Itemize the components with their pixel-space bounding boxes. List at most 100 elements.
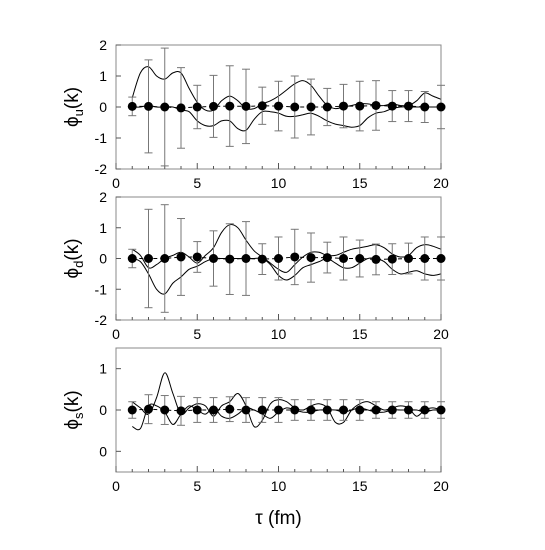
data-point bbox=[436, 405, 446, 415]
data-point bbox=[274, 254, 283, 263]
y-axis-label-tail: (k) bbox=[62, 390, 83, 412]
y-tick-label: -1 bbox=[95, 281, 108, 297]
data-point bbox=[371, 405, 381, 415]
y-axis-label-sub: s bbox=[71, 412, 86, 419]
data-point bbox=[436, 254, 446, 263]
data-point bbox=[257, 254, 267, 264]
x-tick-label: 10 bbox=[271, 478, 287, 494]
y-tick-label: 2 bbox=[99, 189, 107, 205]
data-point bbox=[257, 101, 267, 111]
x-tick-label: 5 bbox=[193, 478, 201, 494]
data-point bbox=[274, 405, 283, 415]
data-point bbox=[144, 404, 153, 414]
data-point bbox=[387, 101, 397, 111]
data-point bbox=[371, 100, 381, 110]
data-point bbox=[160, 405, 170, 415]
x-tick-label: 0 bbox=[112, 175, 120, 191]
x-tick-label: 10 bbox=[271, 175, 287, 191]
x-tick-label: 20 bbox=[433, 326, 449, 342]
data-point bbox=[176, 406, 186, 416]
data-point bbox=[192, 102, 202, 112]
x-tick-label: 15 bbox=[352, 478, 368, 494]
data-point bbox=[241, 405, 251, 415]
y-tick-label: -2 bbox=[95, 161, 108, 177]
x-tick-label: 5 bbox=[193, 175, 201, 191]
y-tick-label: 1 bbox=[99, 361, 107, 377]
data-point bbox=[176, 103, 186, 113]
data-point bbox=[322, 102, 332, 112]
data-point bbox=[322, 253, 332, 263]
y-axis-label-sub: u bbox=[71, 109, 86, 116]
data-point bbox=[387, 254, 397, 264]
data-point bbox=[144, 101, 153, 111]
data-point bbox=[290, 252, 300, 262]
data-point bbox=[371, 254, 381, 264]
y-axis-label-sub: d bbox=[71, 261, 86, 268]
y-axis-label-tail: (k) bbox=[62, 238, 83, 260]
lower-curve bbox=[132, 257, 442, 295]
panel-s: 0 5 10 15 20 0 0 1 ϕs(k) τ (fm) bbox=[62, 347, 449, 529]
y-axis-label-main: ϕ bbox=[62, 116, 83, 127]
data-point bbox=[241, 254, 251, 263]
y-tick-label: -2 bbox=[95, 312, 108, 328]
data-point bbox=[127, 405, 137, 415]
y-tick-label: 1 bbox=[99, 68, 107, 84]
data-point bbox=[257, 405, 267, 415]
data-point bbox=[404, 254, 413, 263]
upper-curve bbox=[131, 223, 442, 273]
y-tick-label: 0 bbox=[99, 443, 107, 459]
y-tick-label: -1 bbox=[95, 130, 108, 146]
y-tick-label: 1 bbox=[99, 220, 107, 236]
x-tick-label: 15 bbox=[352, 326, 368, 342]
x-tick-label: 10 bbox=[271, 326, 287, 342]
data-point bbox=[160, 102, 170, 112]
data-point bbox=[436, 102, 446, 112]
x-tick-label: 0 bbox=[112, 326, 120, 342]
data-point bbox=[225, 404, 235, 414]
data-point bbox=[176, 252, 186, 262]
data-point bbox=[290, 405, 300, 415]
data-point bbox=[420, 405, 430, 415]
data-point bbox=[209, 254, 218, 263]
data-point bbox=[339, 405, 348, 415]
data-point bbox=[339, 101, 348, 111]
upper-curve bbox=[131, 372, 442, 428]
y-axis-label: ϕd(k) bbox=[62, 238, 86, 278]
y-axis-label-tail: (k) bbox=[62, 87, 83, 109]
x-tick-label: 0 bbox=[112, 478, 120, 494]
data-point bbox=[355, 101, 365, 111]
data-point bbox=[420, 102, 430, 112]
data-point bbox=[355, 254, 365, 263]
data-point bbox=[192, 405, 202, 415]
data-point bbox=[404, 101, 413, 111]
data-point bbox=[306, 405, 316, 415]
y-tick-label: 0 bbox=[99, 402, 107, 418]
data-point bbox=[306, 102, 316, 112]
data-point bbox=[322, 405, 332, 415]
data-point bbox=[241, 101, 251, 111]
data-point bbox=[404, 405, 413, 415]
y-axis-label: ϕu(k) bbox=[62, 87, 86, 127]
data-point bbox=[127, 254, 137, 263]
data-point bbox=[127, 101, 137, 111]
data-point bbox=[339, 254, 348, 263]
data-point bbox=[225, 254, 235, 264]
data-point bbox=[144, 254, 153, 263]
data-point bbox=[225, 101, 235, 111]
data-point bbox=[420, 254, 430, 263]
x-tick-label: 20 bbox=[433, 478, 449, 494]
y-tick-label: 2 bbox=[99, 37, 107, 53]
y-tick-label: 0 bbox=[99, 251, 107, 267]
data-point bbox=[355, 405, 365, 415]
x-axis-label: τ (fm) bbox=[255, 508, 302, 529]
y-axis-label: ϕs(k) bbox=[62, 390, 86, 429]
y-axis-label-main: ϕ bbox=[62, 419, 83, 430]
panel-d: 0 5 10 15 20 -2 -1 0 1 2 ϕd(k) bbox=[62, 189, 449, 342]
data-point bbox=[274, 101, 283, 111]
x-tick-label: 5 bbox=[193, 326, 201, 342]
data-point bbox=[306, 253, 316, 263]
data-point bbox=[209, 101, 218, 111]
data-point bbox=[387, 405, 397, 415]
